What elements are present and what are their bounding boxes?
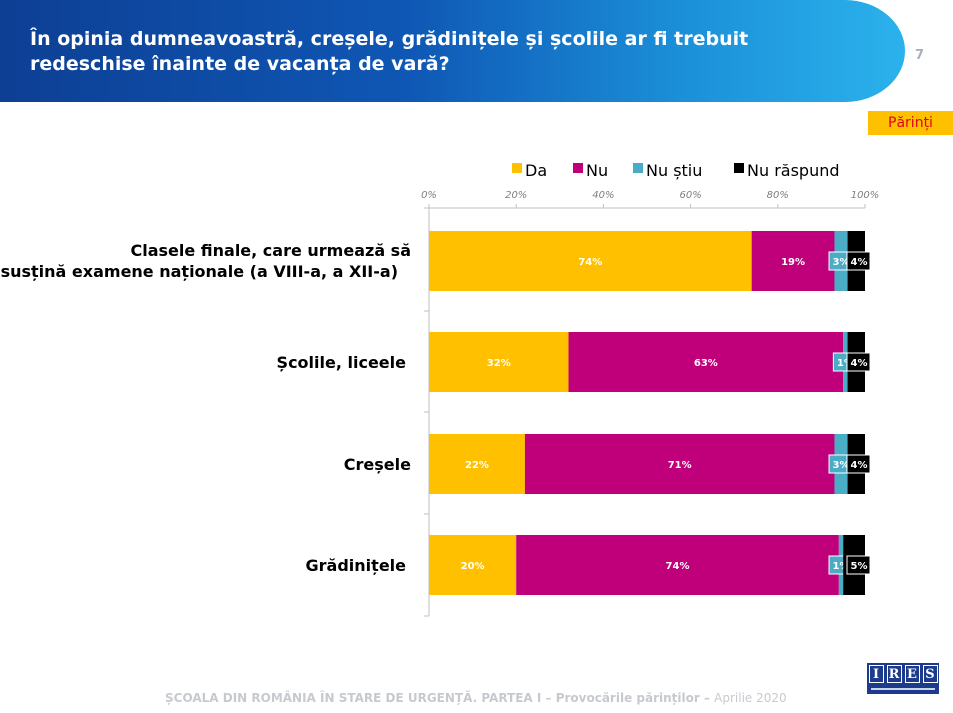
x-tick-label: 100% <box>851 190 880 201</box>
legend-label: Da <box>525 161 547 180</box>
legend-swatch <box>573 163 583 173</box>
category-label: Clasele finale, care urmează să susțină e… <box>1 241 411 281</box>
bar-segment <box>429 434 525 494</box>
logo-letter: R <box>886 665 902 683</box>
category-label: Grădinițele <box>306 556 407 575</box>
logo-underline <box>871 688 935 690</box>
data-label: 4% <box>851 460 868 471</box>
data-label: 3% <box>833 460 850 471</box>
stacked-bar-chart: Da Nu Nu știu Nu răspund 0% 20% 40% 60% 80% 100% C… <box>1 161 880 617</box>
data-label: 71% <box>668 460 692 471</box>
x-tick-label: 0% <box>421 190 437 201</box>
data-label: 63% <box>694 358 718 369</box>
bar-segment <box>751 231 835 291</box>
legend-label: Nu știu <box>646 161 702 180</box>
legend-label: Nu răspund <box>747 161 840 180</box>
ires-logo: I R E S <box>867 663 939 694</box>
legend-label: Nu <box>586 161 608 180</box>
data-label: 22% <box>465 460 489 471</box>
category-label: Școlile, liceele <box>277 353 407 372</box>
data-label: 74% <box>578 257 602 268</box>
logo-letter: E <box>904 665 920 683</box>
footer-title: ȘCOALA DIN ROMÂNIA ÎN STARE DE URGENȚĂ. … <box>165 691 710 705</box>
data-label: 4% <box>851 358 868 369</box>
bar-segment <box>429 332 569 392</box>
footer-date: Aprilie 2020 <box>714 691 787 705</box>
data-label: 5% <box>851 561 868 572</box>
audience-badge: Părinți <box>868 111 953 135</box>
x-tick-label: 20% <box>505 190 527 201</box>
data-label: 3% <box>833 257 850 268</box>
data-label: 1% <box>837 358 854 369</box>
data-label-box <box>846 454 871 474</box>
data-label: 20% <box>461 561 485 572</box>
data-label: 4% <box>851 257 868 268</box>
logo-letter: I <box>868 665 884 683</box>
page-title: În opinia dumneavoastră, creșele, grădin… <box>30 28 749 75</box>
data-label: 74% <box>666 561 690 572</box>
data-label: 1% <box>833 561 850 572</box>
data-label-box <box>846 555 871 575</box>
bar-segment <box>568 332 844 392</box>
data-label: 32% <box>487 358 511 369</box>
legend-swatch <box>633 163 643 173</box>
header-banner: În opinia dumneavoastră, creșele, grădin… <box>0 0 905 102</box>
x-tick-label: 40% <box>592 190 614 201</box>
bar-segment <box>429 231 752 291</box>
page-number: 7 <box>915 48 925 63</box>
data-label-box <box>846 251 871 271</box>
bar-segment <box>516 535 839 595</box>
logo-letter: S <box>922 665 938 683</box>
legend-swatch <box>512 163 522 173</box>
legend-swatch <box>734 163 744 173</box>
data-label-box <box>846 352 871 372</box>
x-tick-label: 80% <box>767 190 789 201</box>
bar-segment <box>429 535 517 595</box>
x-tick-label: 60% <box>679 190 701 201</box>
data-label: 19% <box>781 257 805 268</box>
category-label: Creșele <box>344 455 411 474</box>
footer: ȘCOALA DIN ROMÂNIA ÎN STARE DE URGENȚĂ. … <box>165 691 787 705</box>
bar-segment <box>524 434 835 494</box>
